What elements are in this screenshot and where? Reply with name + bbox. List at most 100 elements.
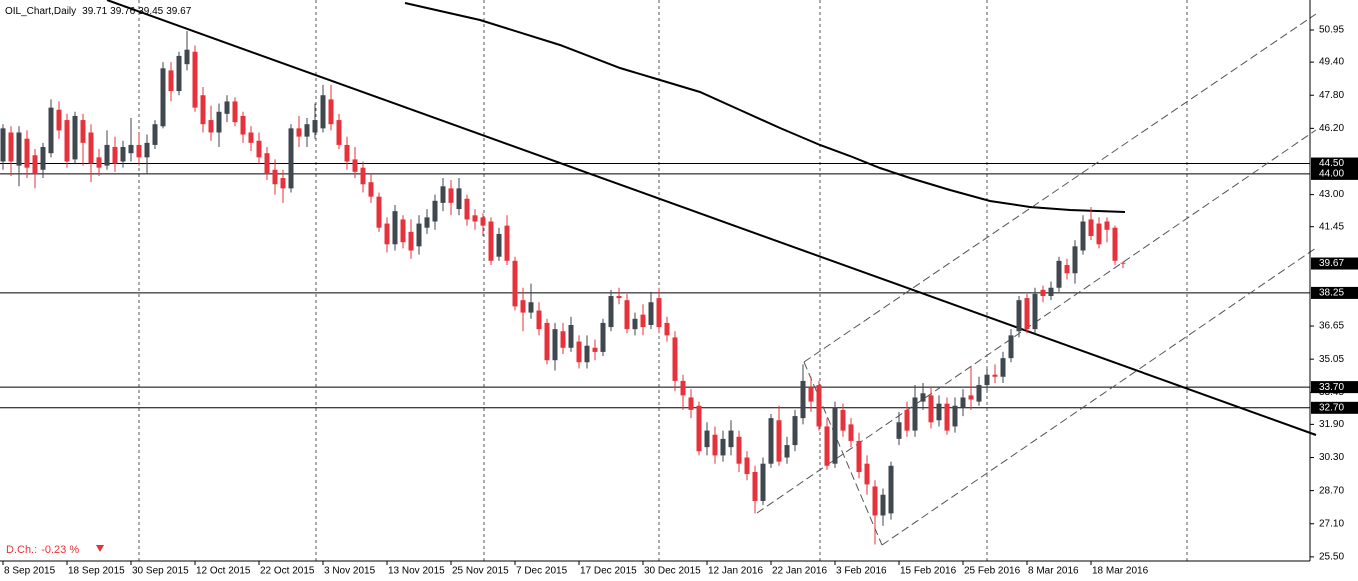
candle-body: [200, 95, 206, 125]
candle-body: [296, 128, 302, 137]
candle-body: [440, 186, 446, 203]
title-open: 39.71: [82, 6, 107, 17]
candle-body: [312, 120, 318, 133]
candle-body: [504, 225, 510, 261]
level-label: 32.70: [1319, 402, 1344, 413]
candle-body: [352, 159, 358, 172]
candle-body: [288, 128, 294, 189]
candle-body: [752, 471, 758, 501]
candle-body: [72, 115, 78, 160]
candle-body: [304, 124, 310, 137]
candle-body: [96, 157, 102, 168]
level-box: [1311, 381, 1358, 394]
x-tick-label: 30 Sep 2015: [132, 566, 189, 577]
candle-body: [168, 70, 174, 92]
candle-body: [24, 138, 30, 168]
candle-body: [688, 397, 694, 410]
candle-body: [416, 223, 422, 247]
chart-title: OIL_Chart,Daily 39.71 39.76 39.45 39.67: [5, 6, 192, 17]
y-tick-label: 28.70: [1319, 485, 1344, 496]
x-tick-label: 13 Nov 2015: [388, 566, 445, 577]
candle-body: [672, 337, 678, 381]
candle-body: [360, 167, 366, 185]
y-tick-label: 27.10: [1319, 518, 1344, 529]
level-label: 44.00: [1319, 169, 1344, 180]
candle-body: [240, 115, 246, 135]
candle-body: [1080, 221, 1086, 251]
candle-body: [728, 430, 734, 448]
candle-body: [320, 95, 326, 129]
x-tick-label: 22 Jan 2016: [772, 566, 827, 577]
y-tick-label: 31.90: [1319, 419, 1344, 430]
candle-body: [1072, 246, 1078, 274]
candle-body: [280, 178, 286, 189]
candle-body: [896, 422, 902, 439]
x-tick-label: 18 Mar 2016: [1092, 566, 1149, 577]
candle-body: [48, 107, 54, 154]
candle-body: [824, 426, 830, 466]
candle-body: [16, 132, 22, 166]
candle-body: [128, 144, 134, 154]
candle-body: [112, 146, 118, 164]
candle-body: [144, 142, 150, 158]
candle-body: [496, 233, 502, 257]
current-price-label: 39.67: [1319, 258, 1344, 269]
candle-body: [792, 416, 798, 446]
candle-body: [488, 221, 494, 261]
candle-body: [120, 146, 126, 162]
moving-average: [404, 2, 1126, 213]
candle-body: [384, 223, 390, 245]
candles: [0, 31, 1126, 545]
candle-body: [208, 120, 214, 133]
candle-body: [432, 200, 438, 222]
down-arrow: [96, 545, 104, 552]
candle-body: [216, 111, 222, 133]
trend-line: [106, 0, 1317, 436]
y-tick-label: 46.20: [1319, 123, 1344, 134]
candle-body: [136, 144, 142, 158]
candle-body: [968, 395, 974, 400]
candle-body: [704, 430, 710, 448]
candle-body: [856, 440, 862, 472]
candle-body: [952, 405, 958, 427]
level-box: [1311, 157, 1358, 170]
channel-handle: [803, 361, 883, 546]
candle-body: [272, 169, 278, 185]
candle-body: [1064, 264, 1070, 274]
candle-body: [768, 418, 774, 464]
candle-body: [864, 463, 870, 485]
level-box: [1311, 167, 1358, 180]
level-box: [1311, 286, 1358, 299]
candle-body: [976, 385, 982, 402]
candle-body: [160, 68, 166, 127]
candle-body: [392, 211, 398, 245]
candle-body: [88, 132, 94, 164]
candle-body: [256, 140, 262, 158]
candle-body: [1048, 287, 1054, 297]
candle-body: [1008, 335, 1014, 359]
candle-body: [928, 395, 934, 423]
candle-body: [872, 486, 878, 516]
x-tick-label: 12 Oct 2015: [196, 566, 251, 577]
candle-body: [1024, 298, 1030, 330]
candle-body: [232, 101, 238, 123]
candle-body: [176, 55, 182, 92]
candle-body: [424, 217, 430, 228]
candle-body: [1032, 293, 1038, 330]
x-tick-label: 25 Feb 2016: [964, 566, 1021, 577]
level-label: 38.25: [1319, 288, 1344, 299]
x-tick-label: 25 Nov 2015: [452, 566, 509, 577]
candle-body: [512, 260, 518, 307]
level-box: [1311, 401, 1358, 414]
candle-body: [64, 120, 70, 162]
candle-body: [800, 380, 806, 419]
change-label: D.Ch.:: [6, 544, 37, 556]
y-tick-label: 25.50: [1319, 552, 1344, 563]
candle-body: [552, 329, 558, 361]
candle-body: [472, 215, 478, 222]
candle-body: [104, 144, 110, 166]
daily-change: D.Ch.: -0.23 %: [6, 544, 79, 556]
candle-body: [1112, 227, 1118, 261]
channel-line: [881, 247, 1317, 546]
